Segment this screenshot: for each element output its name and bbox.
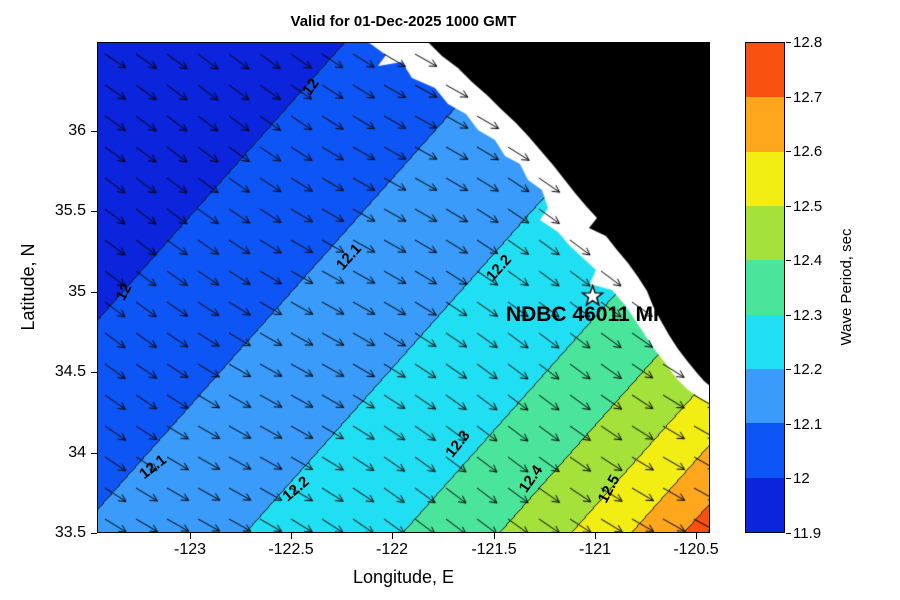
- y-tick-mark: [91, 533, 97, 534]
- colorbar-band: [746, 477, 784, 532]
- colorbar-tick-mark: [786, 424, 791, 425]
- x-tick-mark: [392, 533, 393, 539]
- colorbar-tick-mark: [786, 42, 791, 43]
- colorbar-tick-label: 11.9: [793, 525, 822, 542]
- y-tick-label: 36: [68, 122, 86, 139]
- colorbar-band: [746, 314, 784, 369]
- colorbar-band: [746, 43, 784, 98]
- contour-quiver-canvas: [97, 42, 710, 533]
- colorbar-tick-label: 12.5: [793, 198, 823, 215]
- y-tick-mark: [91, 292, 97, 293]
- colorbar-band: [746, 97, 784, 152]
- x-tick-mark: [190, 533, 191, 539]
- colorbar-tick-mark: [786, 151, 791, 152]
- y-tick-label: 34: [68, 444, 86, 461]
- plot-area: NDBC 46011 MF AM 12 12 12.1 12.1 12.2 12.2 12.…: [97, 42, 710, 533]
- x-tick-label: -123: [173, 541, 207, 558]
- x-tick-mark: [291, 533, 292, 539]
- x-tick-mark: [595, 533, 596, 539]
- colorbar-band: [746, 423, 784, 478]
- x-axis-label: Longitude, E: [352, 567, 455, 587]
- colorbar-tick-label: 12.7: [793, 89, 823, 106]
- y-tick-label: 35: [68, 283, 86, 300]
- x-tick-label: -122.5: [268, 541, 314, 558]
- x-tick-label: -121.5: [471, 541, 517, 558]
- colorbar-tick-label: 12.1: [793, 416, 823, 433]
- y-tick-label: 33.5: [54, 524, 86, 541]
- y-tick-mark: [91, 131, 97, 132]
- colorbar-tick-mark: [786, 369, 791, 370]
- colorbar-band: [746, 151, 784, 206]
- colorbar-tick-label: 12.3: [793, 307, 823, 324]
- colorbar-band: [746, 260, 784, 315]
- y-tick-mark: [91, 453, 97, 454]
- colorbar-tick-label: 12.2: [793, 361, 823, 378]
- x-tick-label: -120.5: [673, 541, 719, 558]
- x-tick-label: -122: [375, 541, 409, 558]
- x-tick-mark: [494, 533, 495, 539]
- colorbar-tick-label: 12.8: [793, 34, 823, 51]
- colorbar-tick-mark: [786, 206, 791, 207]
- colorbar-tick-label: 12.4: [793, 252, 823, 269]
- colorbar-tick-mark: [786, 478, 791, 479]
- colorbar: [745, 42, 785, 533]
- plot-title: Valid for 01-Dec-2025 1000 GMT: [290, 13, 517, 30]
- y-tick-label: 35.5: [54, 202, 86, 219]
- colorbar-tick-mark: [786, 97, 791, 98]
- colorbar-tick-label: 12: [793, 470, 810, 487]
- colorbar-band: [746, 368, 784, 424]
- colorbar-tick-label: 12.6: [793, 143, 823, 160]
- x-tick-label: -121: [578, 541, 612, 558]
- colorbar-band: [746, 205, 784, 261]
- station-label: NDBC 46011 MF AM: [505, 303, 710, 327]
- colorbar-tick-mark: [786, 315, 791, 316]
- y-tick-label: 34.5: [54, 363, 86, 380]
- colorbar-label: Wave Period, sec: [838, 228, 855, 346]
- y-tick-mark: [91, 211, 97, 212]
- x-tick-mark: [696, 533, 697, 539]
- y-tick-mark: [91, 372, 97, 373]
- colorbar-tick-mark: [786, 260, 791, 261]
- colorbar-tick-mark: [786, 533, 791, 534]
